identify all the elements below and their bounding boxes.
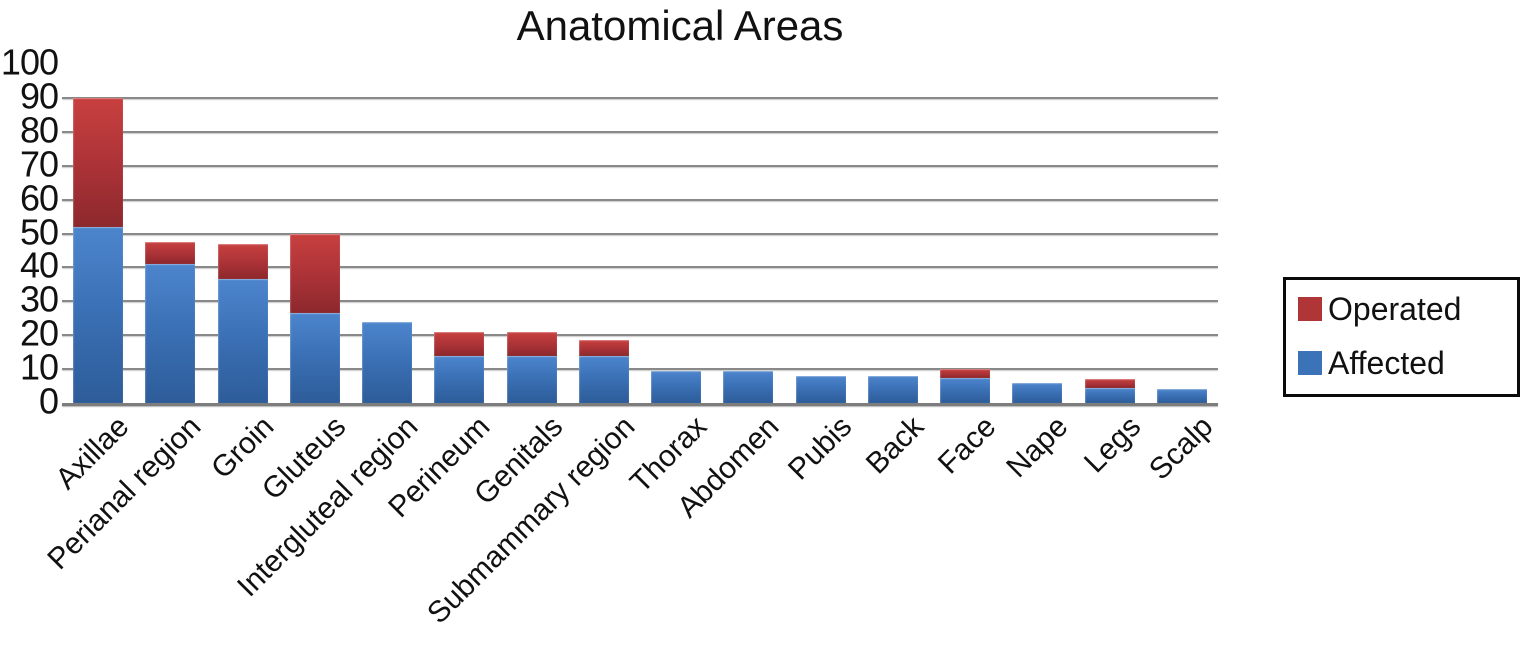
gridline xyxy=(62,130,1218,133)
y-axis-tick-label: 80 xyxy=(19,109,59,151)
gridline xyxy=(62,198,1218,201)
bar-segment-affected xyxy=(289,313,340,403)
bar-segment-affected xyxy=(867,375,918,403)
bar-segment-operated xyxy=(289,233,340,314)
gridline xyxy=(62,334,1218,337)
y-axis-tick-label: 70 xyxy=(19,143,59,185)
bar-segment-operated xyxy=(434,331,485,356)
bar-segment-operated xyxy=(1084,379,1135,388)
bar-segment-affected xyxy=(940,377,991,403)
bar-segment-operated xyxy=(578,340,629,356)
y-axis-tick-label: 50 xyxy=(19,210,59,252)
legend-label-operated: Operated xyxy=(1328,291,1462,327)
bar-segment-affected xyxy=(795,375,846,403)
y-axis-tick-label: 40 xyxy=(19,244,59,286)
y-axis-tick-label: 60 xyxy=(19,176,59,218)
legend-box: Operated Affected xyxy=(1283,277,1520,397)
legend-swatch-affected xyxy=(1298,351,1322,375)
legend-item-operated: Operated xyxy=(1298,292,1461,326)
legend-item-affected: Affected xyxy=(1298,346,1445,380)
bar-segment-affected xyxy=(723,370,774,403)
bar-segment-affected xyxy=(1156,389,1207,403)
chart-title: Anatomical Areas xyxy=(516,2,844,49)
y-axis-tick-label: 20 xyxy=(19,312,59,354)
y-axis-tick-label: 100 xyxy=(0,41,59,83)
bar-segment-affected xyxy=(145,264,196,403)
bar-segment-affected xyxy=(578,355,629,403)
bar-segment-operated xyxy=(940,369,991,378)
legend-label-affected: Affected xyxy=(1328,345,1445,381)
gridline xyxy=(62,232,1218,235)
bar-segment-affected xyxy=(1084,387,1135,403)
bar-segment-affected xyxy=(362,321,413,403)
bar-segment-affected xyxy=(217,279,268,403)
bar-segment-affected xyxy=(651,370,702,403)
bar-segment-operated xyxy=(217,243,268,280)
bar-segment-affected xyxy=(434,355,485,403)
gridline xyxy=(62,368,1218,371)
bar-segment-operated xyxy=(506,331,557,356)
y-axis-tick-label: 10 xyxy=(19,346,59,388)
legend-swatch-operated xyxy=(1298,297,1322,321)
gridline xyxy=(62,96,1218,99)
bar-segment-affected xyxy=(73,226,124,403)
bar-segment-affected xyxy=(1012,382,1063,403)
gridline xyxy=(62,300,1218,303)
gridline xyxy=(62,164,1218,167)
y-axis-tick-label: 90 xyxy=(19,75,59,117)
bar-segment-affected xyxy=(506,355,557,403)
y-axis-tick-label: 0 xyxy=(38,380,59,422)
bar-segment-operated xyxy=(145,241,196,264)
y-axis-tick-label: 30 xyxy=(19,278,59,320)
bar-segment-operated xyxy=(73,97,124,227)
gridline xyxy=(62,266,1218,269)
x-axis-line xyxy=(62,403,1218,406)
